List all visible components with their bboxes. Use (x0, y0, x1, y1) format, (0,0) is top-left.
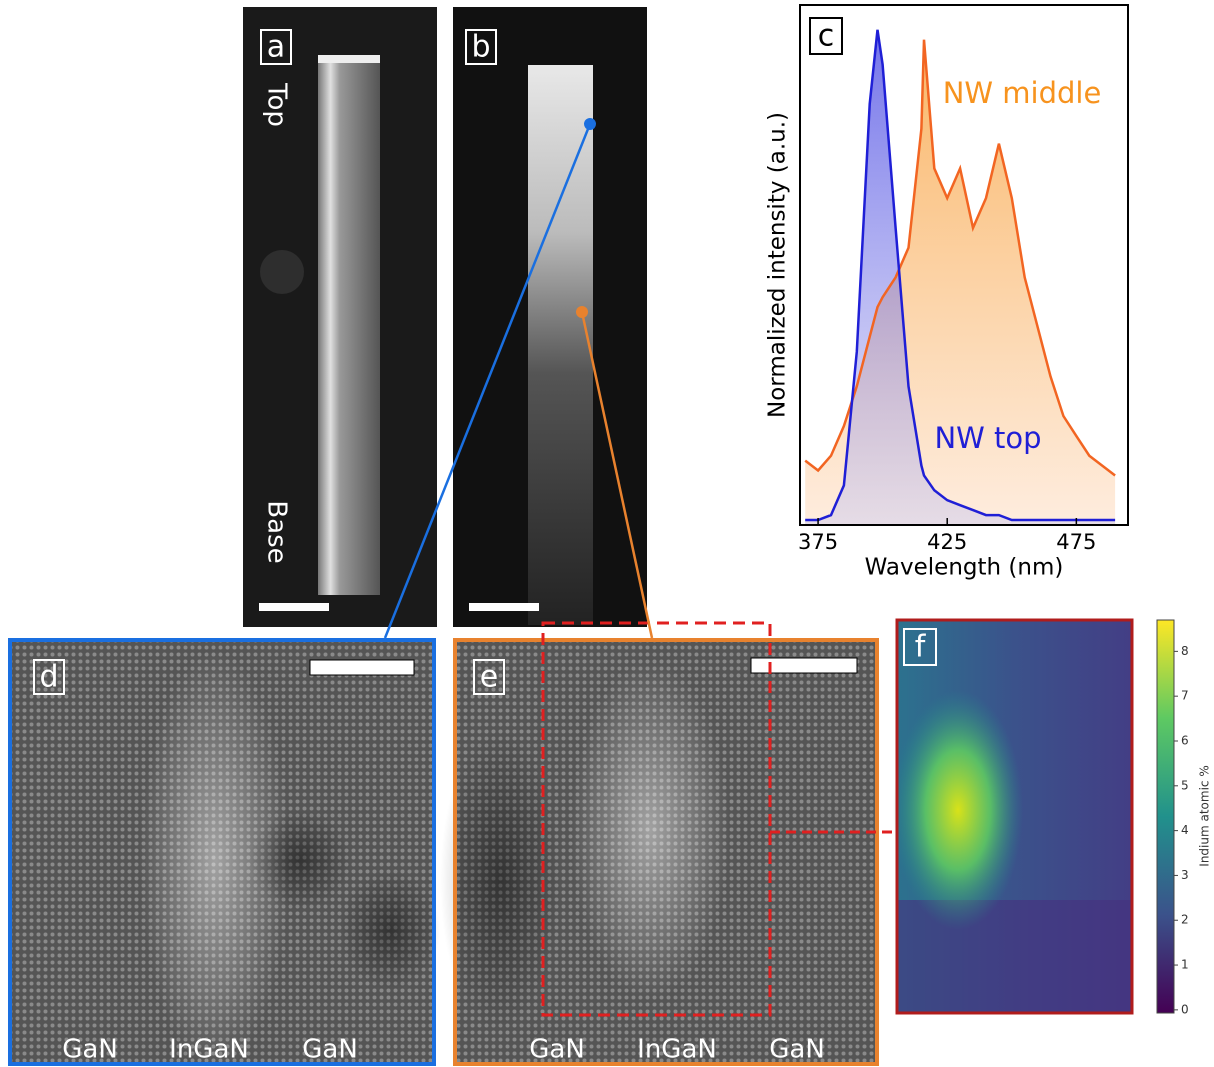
contrast (440, 730, 560, 1030)
label-box (260, 29, 292, 65)
colorbar-tick-label: 0 (1181, 1002, 1189, 1016)
colorbar-tick-label: 6 (1181, 733, 1189, 747)
connector (580, 311, 654, 639)
annotation: InGaN (637, 1035, 717, 1065)
frame (453, 638, 879, 1066)
scale-bar (259, 603, 329, 611)
frame (8, 638, 436, 1066)
panel-e: e GaN InGaN GaN (440, 621, 879, 1066)
indium-rich-region (893, 690, 1023, 930)
y-axis-label: Normalized intensity (a.u.) (765, 112, 791, 418)
colorbar-tick-label: 4 (1181, 823, 1189, 837)
panel-f: f (893, 618, 1134, 1015)
roi-box (541, 621, 772, 1017)
panel-label: f (915, 630, 927, 665)
panel-label: a (267, 30, 285, 65)
artifact (260, 250, 304, 294)
scale-bar (750, 657, 858, 674)
marker (576, 306, 588, 318)
series-label: NW top (934, 421, 1041, 455)
contrast (340, 870, 440, 990)
line (805, 29, 1116, 522)
annotation: GaN (302, 1035, 358, 1065)
x-tick-label: 375 (798, 530, 838, 554)
nanowire-top (318, 55, 380, 63)
plot-frame (799, 4, 1129, 526)
panel-d: d GaN InGaN GaN (8, 638, 440, 1067)
colorbar-tick-label: 5 (1181, 778, 1189, 792)
area (805, 29, 1116, 525)
nanowire (528, 65, 593, 625)
colorbar-tick-label: 2 (1181, 913, 1189, 927)
label-box (465, 29, 497, 65)
marker (584, 118, 596, 130)
annotation: GaN (62, 1035, 118, 1065)
annotation: InGaN (169, 1035, 249, 1065)
contrast (250, 810, 350, 910)
colorbar-tick-label: 1 (1181, 958, 1189, 972)
frame (895, 618, 1134, 1015)
colorbar-label: Indium atomic % (1198, 765, 1212, 866)
colorbar-tick-label: 8 (1181, 644, 1189, 658)
panel-a: a Top Base (243, 7, 437, 627)
panel-label: c (818, 19, 835, 54)
contrast (570, 660, 730, 1000)
x-tick-label: 475 (1056, 530, 1096, 554)
panel-label: b (471, 30, 490, 65)
annotation: GaN (769, 1035, 825, 1065)
annotation: Base (262, 500, 292, 563)
nanowire (318, 55, 380, 595)
scale-bar (309, 659, 415, 676)
spectrum-chart (800, 5, 1128, 525)
line (804, 39, 1116, 477)
panel-label: e (480, 660, 498, 695)
panel-label: d (39, 660, 58, 695)
label-box (473, 659, 505, 695)
colorbar-scale (1156, 619, 1175, 1014)
connector (383, 123, 592, 639)
annotation: Top (262, 82, 292, 127)
label-box (809, 17, 843, 55)
label-box (903, 628, 937, 666)
x-axis-label: Wavelength (nm) (865, 555, 1064, 581)
panel-b: b (453, 7, 647, 627)
annotation: GaN (529, 1035, 585, 1065)
colorbar-tick-label: 7 (1181, 689, 1189, 703)
label-box (33, 659, 65, 695)
colorbar: Indium atomic % 0 1 2 3 4 5 6 7 8 (1156, 619, 1212, 1016)
scale-bar (469, 603, 539, 611)
colorbar-tick-label: 3 (1181, 868, 1189, 882)
x-tick-label: 425 (927, 530, 967, 554)
series-label: NW middle (943, 76, 1102, 110)
contrast (140, 650, 290, 1067)
